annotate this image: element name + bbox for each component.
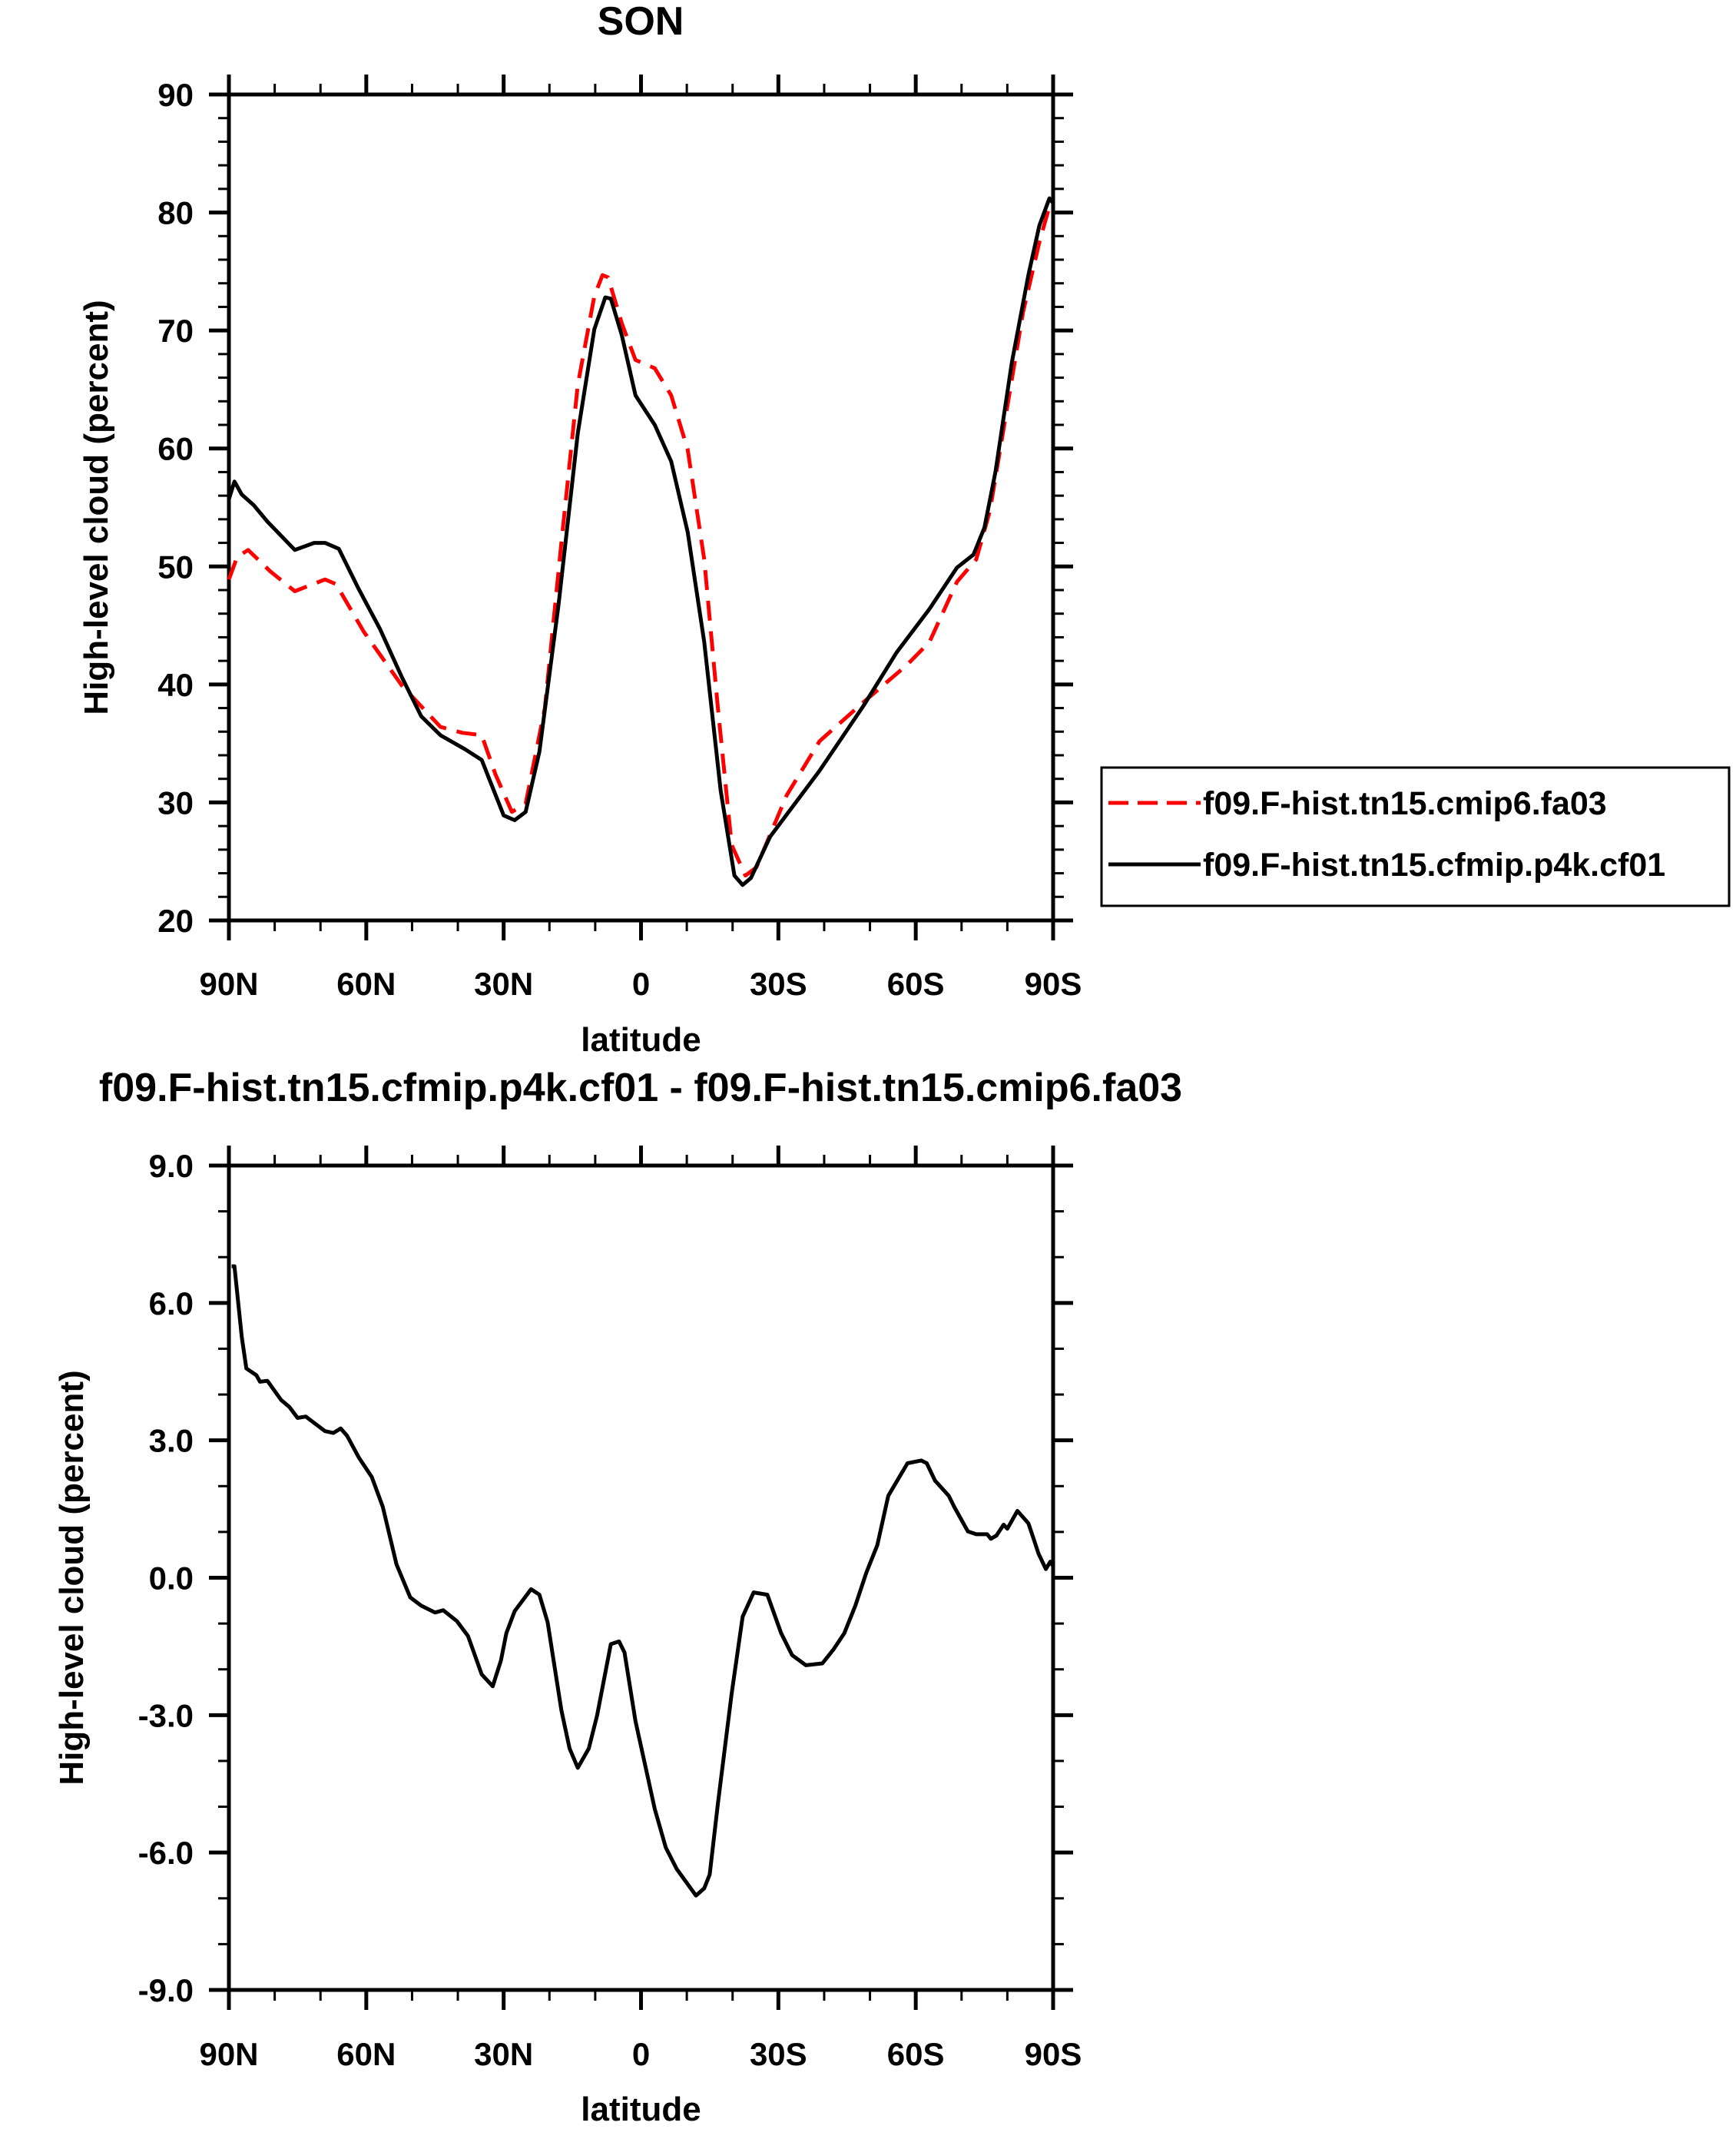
x-tick-label: 0 bbox=[632, 2036, 650, 2072]
y-tick-label: 0.0 bbox=[149, 1560, 194, 1597]
series-line-cmip6-fa03 bbox=[227, 202, 1052, 878]
y-tick-label: 70 bbox=[157, 313, 194, 349]
x-tick-label: 30S bbox=[750, 2036, 807, 2072]
x-tick-label: 90S bbox=[1025, 2036, 1082, 2072]
x-tick-label: 90N bbox=[199, 966, 258, 1002]
y-tick-label: 3.0 bbox=[149, 1423, 194, 1459]
x-axis-label: latitude bbox=[581, 1021, 701, 1059]
plot-frame bbox=[227, 92, 1055, 923]
y-tick-label: 80 bbox=[157, 195, 194, 231]
y-tick-label: -3.0 bbox=[138, 1697, 194, 1733]
legend-box bbox=[1100, 766, 1731, 907]
y-tick-label: 50 bbox=[157, 549, 194, 585]
y-tick-label: -9.0 bbox=[138, 1972, 194, 2008]
x-axis-label: latitude bbox=[581, 2091, 701, 2128]
y-tick-label: 20 bbox=[157, 903, 194, 939]
y-tick-label: 30 bbox=[157, 784, 194, 821]
bottom-panel-difference: f09.F-hist.tn15.cfmip.p4k.cf01 - f09.F-h… bbox=[53, 1066, 1182, 2128]
x-tick-label: 30S bbox=[750, 966, 807, 1002]
x-tick-label: 60N bbox=[336, 966, 396, 1002]
series-line-p4k-cf01 bbox=[227, 196, 1055, 887]
y-tick-label: 90 bbox=[157, 77, 194, 113]
top-panel-son: SON 90N 60N 30N 0 30S 60S 90S 20 30 40 50 60 70 80 90 la… bbox=[78, 0, 1082, 1059]
x-tick-label: 60S bbox=[887, 966, 945, 1002]
y-axis-label: High-level cloud (percent) bbox=[53, 1370, 91, 1785]
legend-label: f09.F-hist.tn15.cmip6.fa03 bbox=[1203, 785, 1607, 822]
chart-title: SON bbox=[598, 0, 684, 44]
x-tick-label: 60N bbox=[336, 2036, 396, 2072]
legend: f09.F-hist.tn15.cmip6.fa03 f09.F-hist.tn1… bbox=[1100, 766, 1731, 907]
x-tick-label: 30N bbox=[474, 2036, 533, 2072]
x-tick-label: 60S bbox=[887, 2036, 945, 2072]
x-tick-label: 90N bbox=[199, 2036, 258, 2072]
y-tick-label: 9.0 bbox=[149, 1148, 194, 1184]
y-tick-label: 6.0 bbox=[149, 1285, 194, 1322]
y-tick-label: 60 bbox=[157, 431, 194, 467]
x-tick-label: 90S bbox=[1025, 966, 1082, 1002]
y-tick-label: -6.0 bbox=[138, 1835, 194, 1871]
legend-label: f09.F-hist.tn15.cfmip.p4k.cf01 bbox=[1203, 847, 1665, 884]
x-tick-label: 0 bbox=[632, 966, 650, 1002]
series-line-difference bbox=[231, 1264, 1055, 1898]
y-tick-label: 40 bbox=[157, 667, 194, 703]
plot-frame bbox=[227, 1163, 1055, 1992]
x-tick-label: 30N bbox=[474, 966, 533, 1002]
y-axis-label: High-level cloud (percent) bbox=[78, 300, 115, 715]
chart-title: f09.F-hist.tn15.cfmip.p4k.cf01 - f09.F-h… bbox=[99, 1066, 1182, 1110]
